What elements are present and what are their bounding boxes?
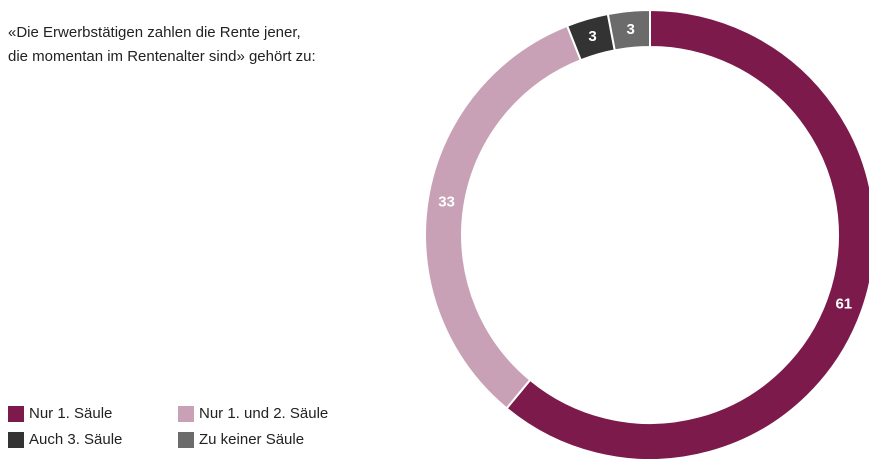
- legend-label: Auch 3. Säule: [29, 431, 122, 448]
- value-label: 61: [835, 296, 852, 313]
- value-label: 33: [438, 194, 455, 211]
- donut-slice: [606, 8, 651, 52]
- donut-slice: [505, 8, 869, 459]
- legend-swatch: [8, 406, 24, 422]
- legend-swatch: [178, 406, 194, 422]
- chart-title: «Die Erwerbstätigen zahlen die Rente jen…: [8, 24, 301, 41]
- donut-slice: [424, 24, 583, 410]
- legend-label: Nur 1. Säule: [29, 405, 112, 422]
- legend-swatch: [178, 432, 194, 448]
- chart-title: die momentan im Rentenalter sind» gehört…: [8, 48, 316, 65]
- legend-label: Nur 1. und 2. Säule: [199, 405, 328, 422]
- value-label: 3: [588, 28, 596, 45]
- legend-swatch: [8, 432, 24, 448]
- legend-label: Zu keiner Säule: [199, 431, 304, 448]
- value-label: 3: [626, 21, 634, 38]
